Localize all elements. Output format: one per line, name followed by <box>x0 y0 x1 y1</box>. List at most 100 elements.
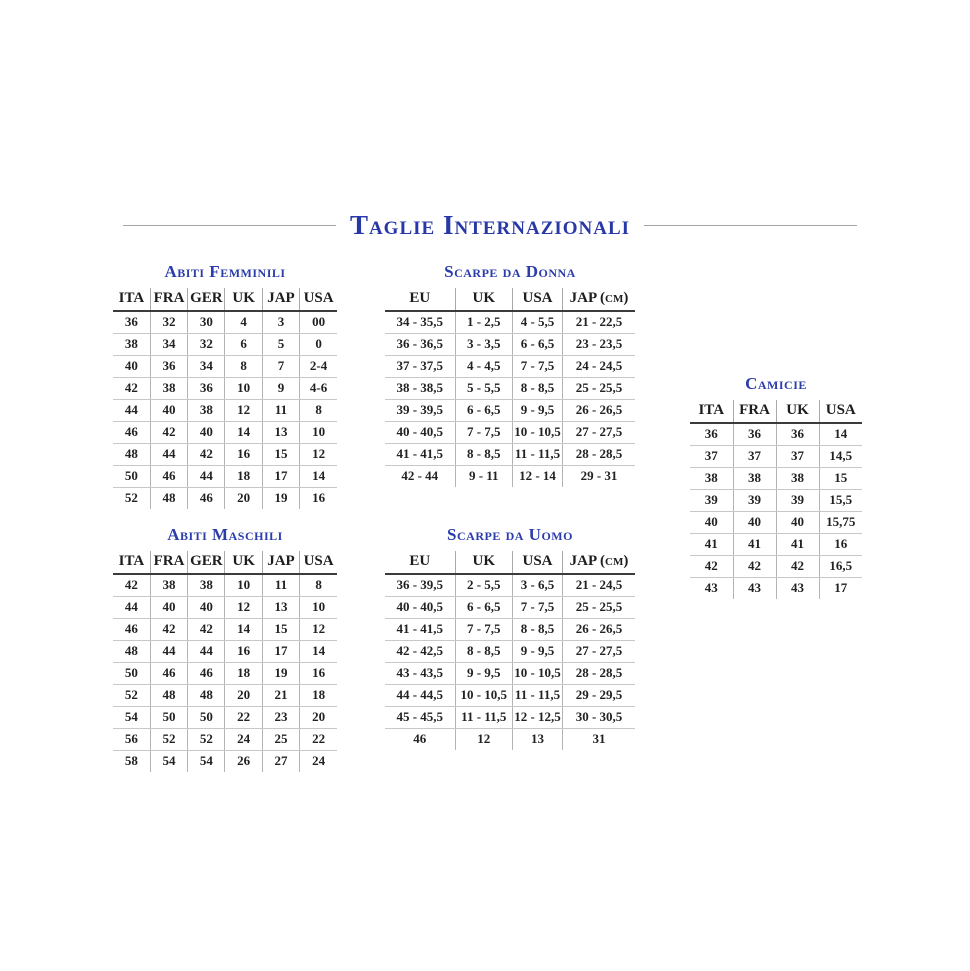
size-cell: 38 <box>113 333 151 356</box>
table-row: 52 48 48 20 21 18 <box>113 684 337 707</box>
column-header: FRA <box>150 288 189 312</box>
size-cell: 34 <box>150 333 189 356</box>
size-cell: 43 <box>733 577 777 599</box>
table-row: 44 40 38 12 11 8 <box>113 399 337 422</box>
size-cell: 40 - 40,5 <box>385 596 456 619</box>
size-cell: 32 <box>187 333 226 356</box>
size-cell: 40 - 40,5 <box>385 421 456 444</box>
table-row: 43 - 43,5 9 - 9,5 10 - 10,5 28 - 28,5 <box>385 662 635 685</box>
size-cell: 32 <box>150 311 189 334</box>
table-row: 42 38 38 10 11 8 <box>113 574 337 597</box>
column-header: UK <box>455 288 513 312</box>
size-cell: 44 <box>150 640 189 663</box>
size-cell: 14 <box>299 640 337 663</box>
size-cell: 11 <box>262 574 301 597</box>
column-header: UK <box>776 400 820 424</box>
size-cell: 6 <box>224 333 263 356</box>
size-cell: 31 <box>592 731 606 746</box>
size-cell: 50 <box>150 706 189 729</box>
size-cell: 36 - 39,5 <box>385 574 456 597</box>
table-row: 36 36 36 14 <box>690 423 862 446</box>
size-cell: 14 <box>224 421 263 444</box>
size-cell: 39 <box>733 489 777 512</box>
size-cell: 14 <box>299 465 337 488</box>
size-cell: 13 <box>262 596 301 619</box>
size-cell: 41 <box>776 533 820 556</box>
size-cell: 17 <box>262 465 301 488</box>
size-cell: 40 <box>187 596 226 619</box>
table-row: 43 43 43 17 <box>690 577 862 599</box>
size-cell: 45 - 45,5 <box>385 706 456 729</box>
size-cell: 52 <box>187 728 226 751</box>
size-cell: 15 <box>262 443 301 466</box>
size-cell: 19 <box>262 662 301 685</box>
size-cell: 8 <box>299 574 337 597</box>
size-cell: 48 <box>113 443 151 466</box>
size-cell: 44 <box>150 443 189 466</box>
column-header: GER <box>187 551 226 575</box>
size-cell: 6 - 6,5 <box>512 333 563 356</box>
size-cell: 41 <box>733 533 777 556</box>
column-header: USA <box>299 551 337 575</box>
size-cell: 24 - 24,5 <box>562 355 635 378</box>
size-cell: 10 <box>224 377 263 400</box>
size-cell: 12 <box>299 443 337 466</box>
column-header: ITA <box>113 551 151 575</box>
size-cell: 50 <box>187 706 226 729</box>
title-rule-right <box>644 224 857 226</box>
header-row: EU UK USA JAP (cm) <box>385 551 635 575</box>
size-cell: 8 - 8,5 <box>455 443 513 466</box>
section-scarpe-da-donna: Scarpe da Donna EU UK USA JAP (cm) 34 - 35,5… <box>385 262 635 487</box>
size-cell: 9 <box>262 377 301 400</box>
section-abiti-femminili: Abiti Femminili ITA FRA GER UK JAP USA 36 32 30 4… <box>113 262 337 509</box>
table-row: 52 48 46 20 19 16 <box>113 487 337 509</box>
size-cell: 13 <box>262 421 301 444</box>
size-cell: 16,5 <box>819 555 862 578</box>
size-cell: 38 <box>150 574 189 597</box>
size-cell: 40 <box>733 511 777 534</box>
column-header: USA <box>299 288 337 312</box>
size-cell: 28 - 28,5 <box>562 662 635 685</box>
size-cell: 37 <box>733 445 777 468</box>
section-camicie: Camicie ITA FRA UK USA 36 36 36 14 37 37 37 14,5 38 3… <box>690 374 862 599</box>
size-cell: 18 <box>299 684 337 707</box>
table-row: 36 - 39,5 2 - 5,5 3 - 6,5 21 - 24,5 <box>385 574 635 597</box>
size-cell: 21 - 24,5 <box>562 574 635 597</box>
size-cell: 20 <box>224 487 263 509</box>
size-cell: 42 - 42,5 <box>385 640 456 663</box>
size-cell: 16 <box>312 490 326 505</box>
table-row: 41 - 41,5 7 - 7,5 8 - 8,5 26 - 26,5 <box>385 618 635 641</box>
table-row: 44 - 44,5 10 - 10,5 11 - 11,5 29 - 29,5 <box>385 684 635 707</box>
size-cell: 10 - 10,5 <box>512 421 563 444</box>
size-cell: 24 <box>224 728 263 751</box>
size-cell: 20 <box>224 684 263 707</box>
size-cell: 54 <box>150 750 189 772</box>
size-cell: 12 <box>224 399 263 422</box>
table-row: 37 - 37,5 4 - 4,5 7 - 7,5 24 - 24,5 <box>385 355 635 378</box>
size-cell: 46 <box>113 421 151 444</box>
table-row: 46 42 40 14 13 10 <box>113 421 337 444</box>
table-row: 37 37 37 14,5 <box>690 445 862 468</box>
size-cell: 26 - 26,5 <box>562 399 635 422</box>
table-row: 42 - 44 9 - 11 12 - 14 29 - 31 <box>385 465 635 487</box>
size-cell: 11 <box>262 399 301 422</box>
size-cell: 25 <box>262 728 301 751</box>
table-row: 45 - 45,5 11 - 11,5 12 - 12,5 30 - 30,5 <box>385 706 635 729</box>
table-row: 42 - 42,5 8 - 8,5 9 - 9,5 27 - 27,5 <box>385 640 635 663</box>
table-row: 46 12 13 31 <box>385 728 635 750</box>
size-cell: 15,5 <box>819 489 862 512</box>
table-row: 39 - 39,5 6 - 6,5 9 - 9,5 26 - 26,5 <box>385 399 635 422</box>
size-cell: 10 - 10,5 <box>512 662 563 685</box>
table-row: 48 44 42 16 15 12 <box>113 443 337 466</box>
size-cell: 38 <box>690 467 734 490</box>
size-cell: 38 <box>187 574 226 597</box>
size-cell: 16 <box>819 533 862 556</box>
size-cell: 54 <box>113 706 151 729</box>
size-cell: 42 <box>150 618 189 641</box>
size-cell: 5 <box>262 333 301 356</box>
size-cell: 38 <box>187 399 226 422</box>
size-cell: 56 <box>113 728 151 751</box>
section-abiti-maschili: Abiti Maschili ITA FRA GER UK JAP USA 42 38 38 10… <box>113 525 337 772</box>
size-cell: 9 - 9,5 <box>455 662 513 685</box>
table-row: 56 52 52 24 25 22 <box>113 728 337 751</box>
